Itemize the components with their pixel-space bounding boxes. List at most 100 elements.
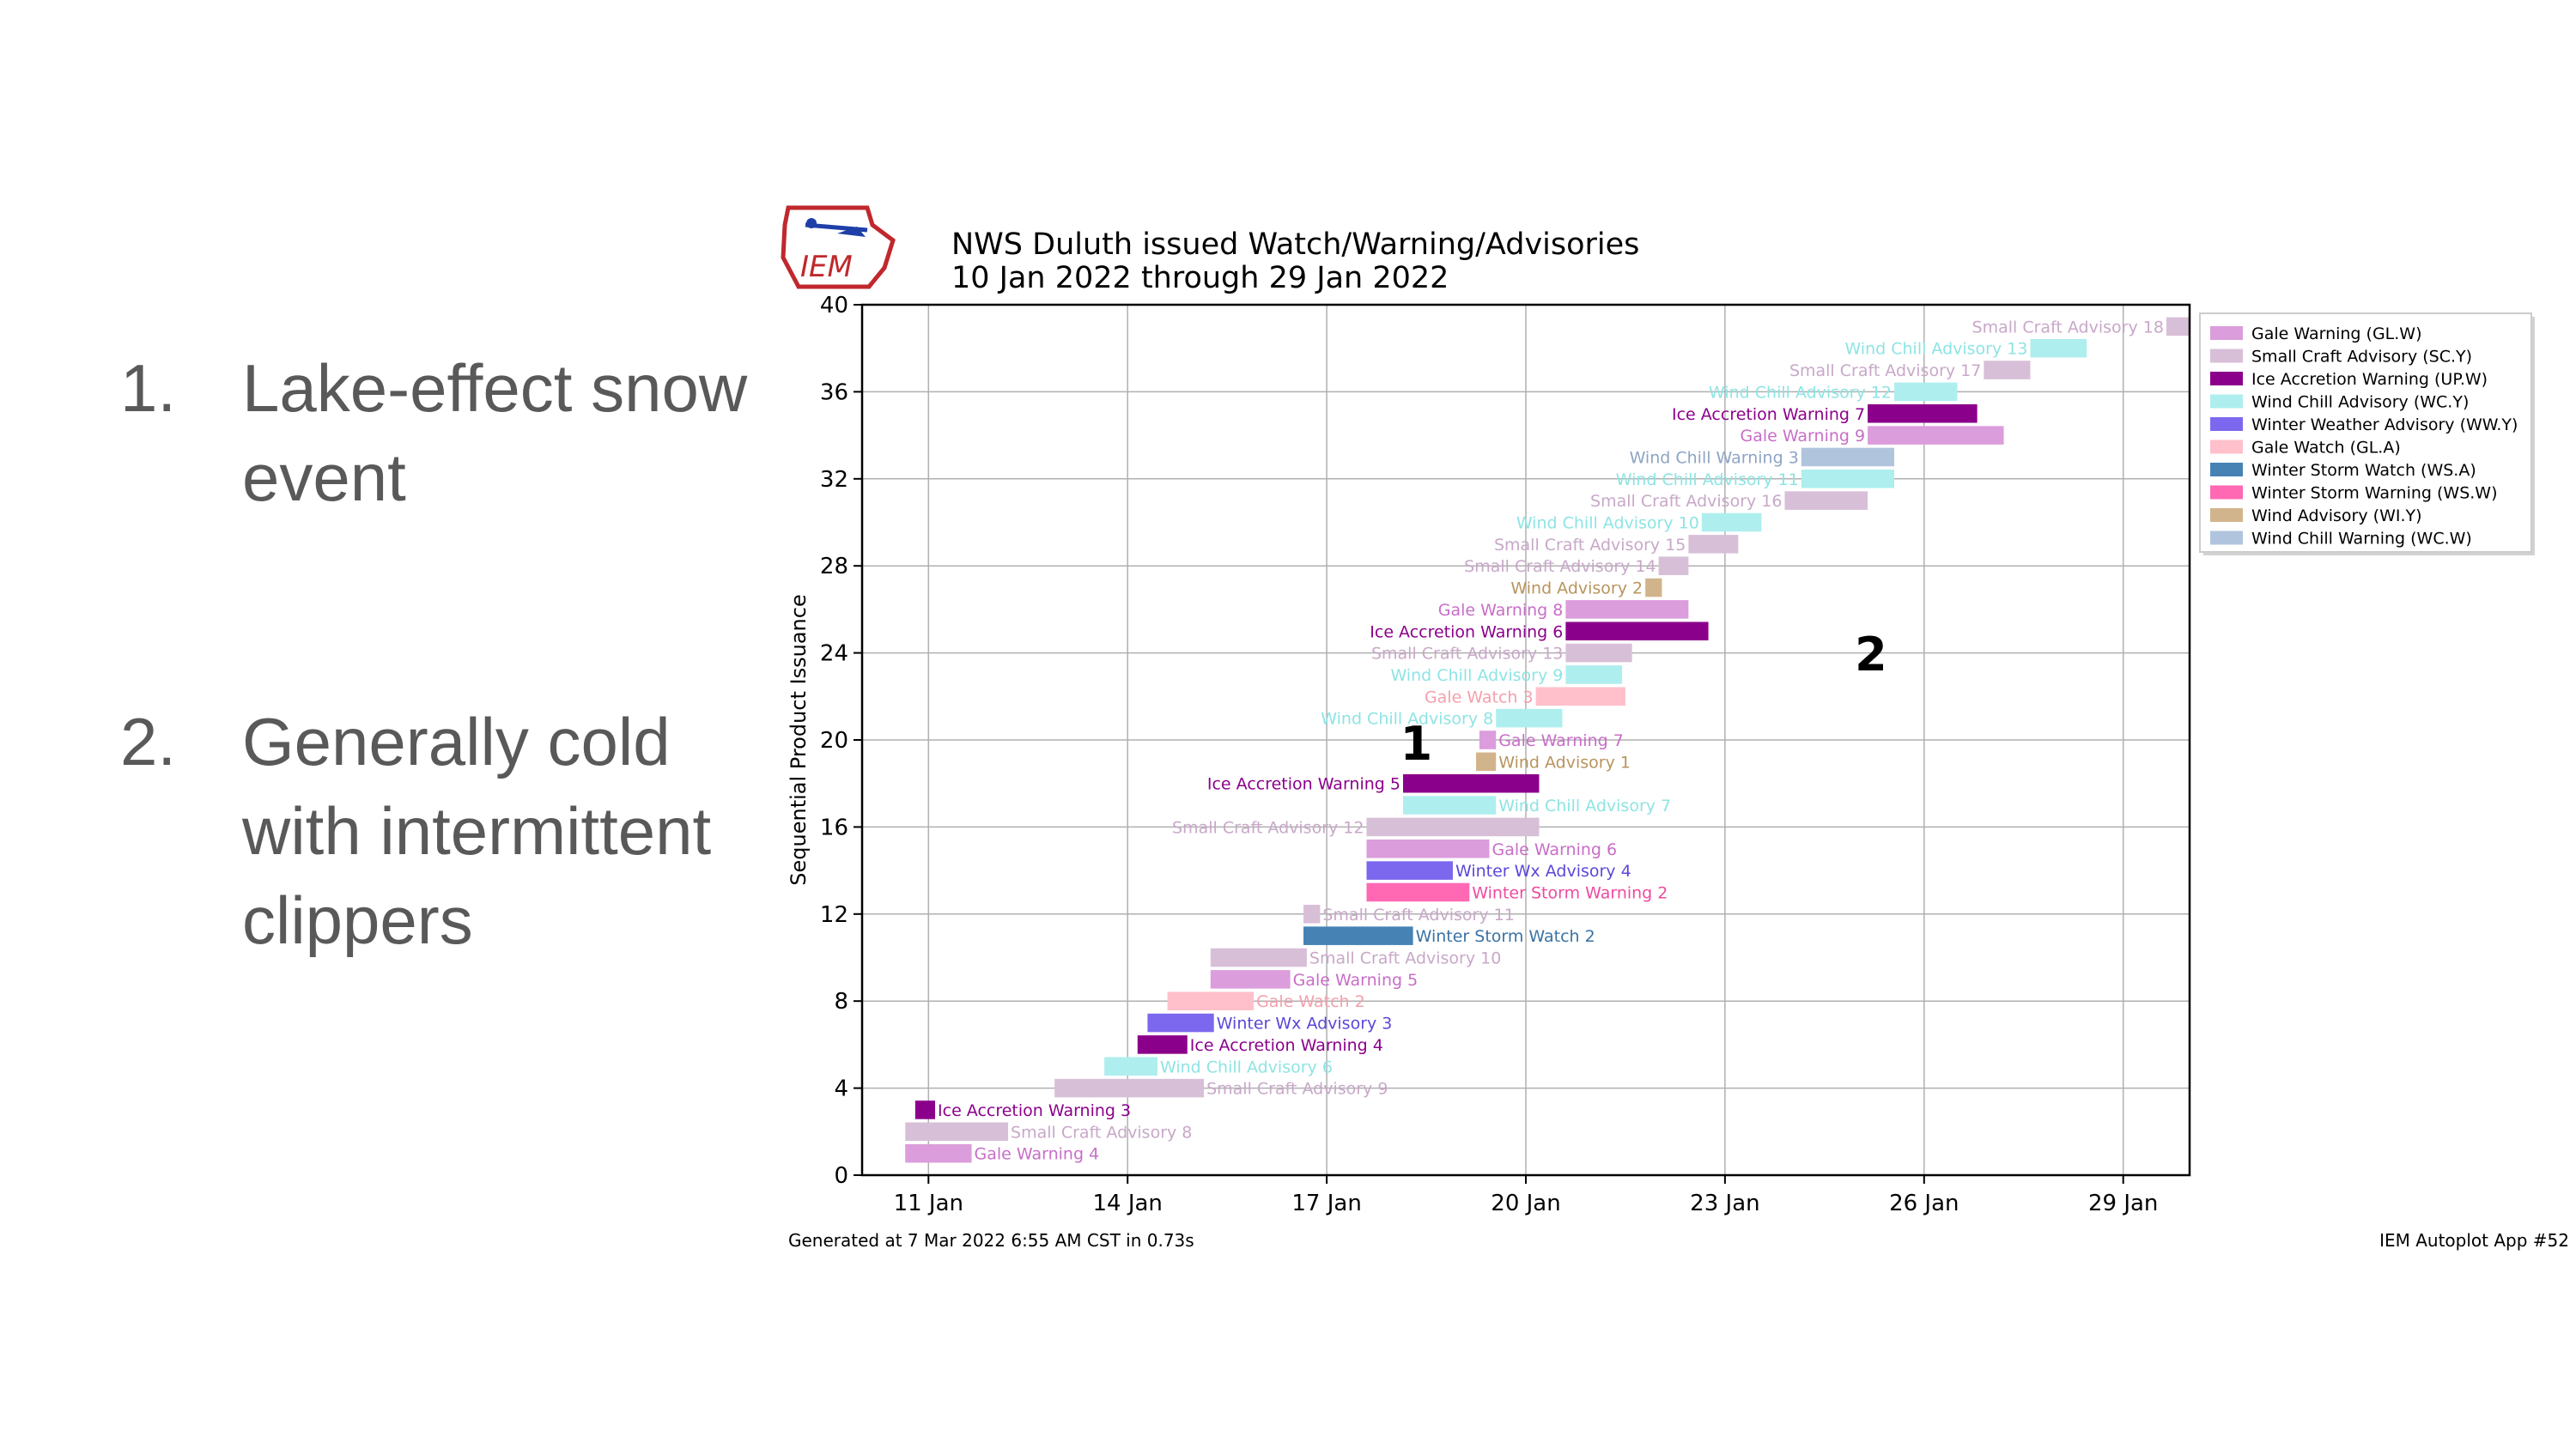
annotation-label: 2 xyxy=(1855,627,1887,682)
event-label: Wind Advisory 2 xyxy=(1510,579,1643,598)
generated-footer: Generated at 7 Mar 2022 6:55 AM CST in 0… xyxy=(788,1230,1194,1251)
legend-swatch xyxy=(2210,394,2243,409)
event-label: Gale Warning 7 xyxy=(1498,731,1624,750)
event-label: Small Craft Advisory 11 xyxy=(1322,906,1514,925)
event-bar xyxy=(1366,839,1490,858)
event-label: Wind Chill Advisory 11 xyxy=(1616,470,1799,489)
legend-swatch xyxy=(2210,463,2243,476)
event-bar xyxy=(1801,470,1895,488)
event-label: Small Craft Advisory 12 xyxy=(1172,818,1364,837)
y-tick-label: 0 xyxy=(834,1163,848,1189)
event-bar xyxy=(1147,1013,1214,1033)
event-bar xyxy=(1402,773,1540,793)
event-bar xyxy=(1054,1078,1205,1098)
event-label: Ice Accretion Warning 4 xyxy=(1190,1036,1383,1055)
legend-label: Winter Storm Watch (WS.A) xyxy=(2251,461,2476,480)
event-label: Ice Accretion Warning 7 xyxy=(1672,405,1865,424)
x-tick-label: 23 Jan xyxy=(1690,1191,1759,1216)
y-tick-label: 12 xyxy=(820,902,848,928)
legend-label: Wind Chill Warning (WC.W) xyxy=(2251,530,2472,549)
event-bar xyxy=(1984,361,2031,379)
chart-annotations: 12 xyxy=(1400,627,1887,771)
event-label: Wind Chill Advisory 8 xyxy=(1321,710,1493,729)
event-label: Winter Wx Advisory 3 xyxy=(1217,1015,1393,1034)
event-label: Wind Chill Advisory 7 xyxy=(1498,797,1671,815)
event-bar xyxy=(1868,403,1978,423)
event-label: Small Craft Advisory 16 xyxy=(1590,492,1782,511)
event-bar xyxy=(1476,752,1497,772)
event-label: Small Craft Advisory 8 xyxy=(1011,1123,1192,1142)
event-bar xyxy=(1104,1057,1157,1076)
event-label: Small Craft Advisory 14 xyxy=(1464,557,1656,576)
event-bar xyxy=(914,1100,936,1119)
y-tick-label: 32 xyxy=(820,467,848,493)
event-label: Small Craft Advisory 9 xyxy=(1206,1080,1388,1099)
event-bar xyxy=(1565,600,1689,619)
event-label: Gale Warning 4 xyxy=(975,1145,1100,1164)
legend-label: Winter Storm Warning (WS.W) xyxy=(2251,484,2498,503)
event-label: Gale Watch 3 xyxy=(1425,688,1534,706)
event-bar xyxy=(1496,708,1563,728)
event-bar xyxy=(1366,817,1540,837)
legend-swatch xyxy=(2210,417,2243,431)
x-tick-label: 14 Jan xyxy=(1092,1191,1162,1216)
y-tick-label: 36 xyxy=(820,379,848,405)
bullet-item-1: 1. Lake-effect snow event xyxy=(120,343,756,522)
legend-label: Gale Warning (GL.W) xyxy=(2251,324,2422,343)
y-tick-label: 20 xyxy=(820,728,848,754)
event-labels: Gale Warning 4 Small Craft Advisory 8 Ice … xyxy=(938,318,2164,1163)
event-label: Ice Accretion Warning 5 xyxy=(1207,775,1400,794)
event-label: Small Craft Advisory 15 xyxy=(1494,536,1686,555)
event-label: Gale Warning 5 xyxy=(1293,971,1419,990)
annotation-label: 1 xyxy=(1400,717,1433,771)
event-label: Small Craft Advisory 10 xyxy=(1309,949,1501,968)
event-bar xyxy=(1366,882,1470,902)
event-bar xyxy=(2030,338,2087,358)
x-tick-label: 29 Jan xyxy=(2088,1191,2158,1216)
legend-swatch xyxy=(2210,508,2243,522)
chart-subtitle: 10 Jan 2022 through 29 Jan 2022 xyxy=(951,261,1449,295)
y-axis-label: Sequential Product Issuance xyxy=(787,594,811,885)
event-bar xyxy=(2166,317,2190,336)
event-label: Wind Chill Advisory 12 xyxy=(1709,383,1892,402)
iem-logo: IEM xyxy=(781,205,896,289)
legend-swatch xyxy=(2210,372,2243,385)
event-label: Wind Chill Advisory 10 xyxy=(1516,514,1699,533)
legend-swatch xyxy=(2210,326,2243,340)
bullet-text: Generally cold with intermittent clipper… xyxy=(242,704,712,958)
event-label: Winter Storm Warning 2 xyxy=(1472,883,1668,902)
event-label: Ice Accretion Warning 6 xyxy=(1370,622,1563,641)
y-tick-label: 4 xyxy=(834,1076,848,1102)
legend-label: Winter Weather Advisory (WW.Y) xyxy=(2251,415,2518,434)
legend-label: Wind Chill Advisory (WC.Y) xyxy=(2251,393,2469,412)
legend-swatch xyxy=(2210,349,2243,363)
x-tick-label: 11 Jan xyxy=(894,1191,963,1216)
event-bar xyxy=(1894,382,1958,402)
event-bar xyxy=(1402,796,1497,815)
event-bar xyxy=(1137,1035,1188,1054)
event-bar xyxy=(1366,861,1453,880)
event-label: Winter Wx Advisory 4 xyxy=(1455,862,1631,881)
event-label: Wind Advisory 1 xyxy=(1498,753,1631,772)
logo-text: IEM xyxy=(800,250,853,284)
y-tick-label: 24 xyxy=(820,641,848,667)
event-label: Wind Chill Advisory 9 xyxy=(1390,666,1563,685)
event-bar xyxy=(1210,948,1307,967)
bullet-number: 1. xyxy=(120,350,177,426)
event-label: Small Craft Advisory 13 xyxy=(1371,645,1563,664)
event-bar xyxy=(1565,643,1632,663)
event-bar xyxy=(1210,970,1291,989)
event-bar xyxy=(1645,578,1662,597)
bullet-item-2: 2. Generally cold with intermittent clip… xyxy=(120,697,756,965)
y-axis: 0 4 8 12 16 20 24 28 32 36 40 xyxy=(820,293,862,1189)
event-bar xyxy=(1801,447,1895,467)
event-bar xyxy=(1701,512,1762,532)
event-label: Small Craft Advisory 17 xyxy=(1789,361,1981,380)
event-label: Wind Chill Advisory 13 xyxy=(1844,340,2027,359)
event-bar xyxy=(1479,731,1497,749)
event-label: Gale Watch 2 xyxy=(1256,992,1365,1011)
x-tick-label: 26 Jan xyxy=(1889,1191,1959,1216)
event-bar xyxy=(1658,556,1689,575)
slide-bullet-list: 1. Lake-effect snow event 2. Generally c… xyxy=(120,343,756,965)
event-bar xyxy=(905,1122,1009,1142)
